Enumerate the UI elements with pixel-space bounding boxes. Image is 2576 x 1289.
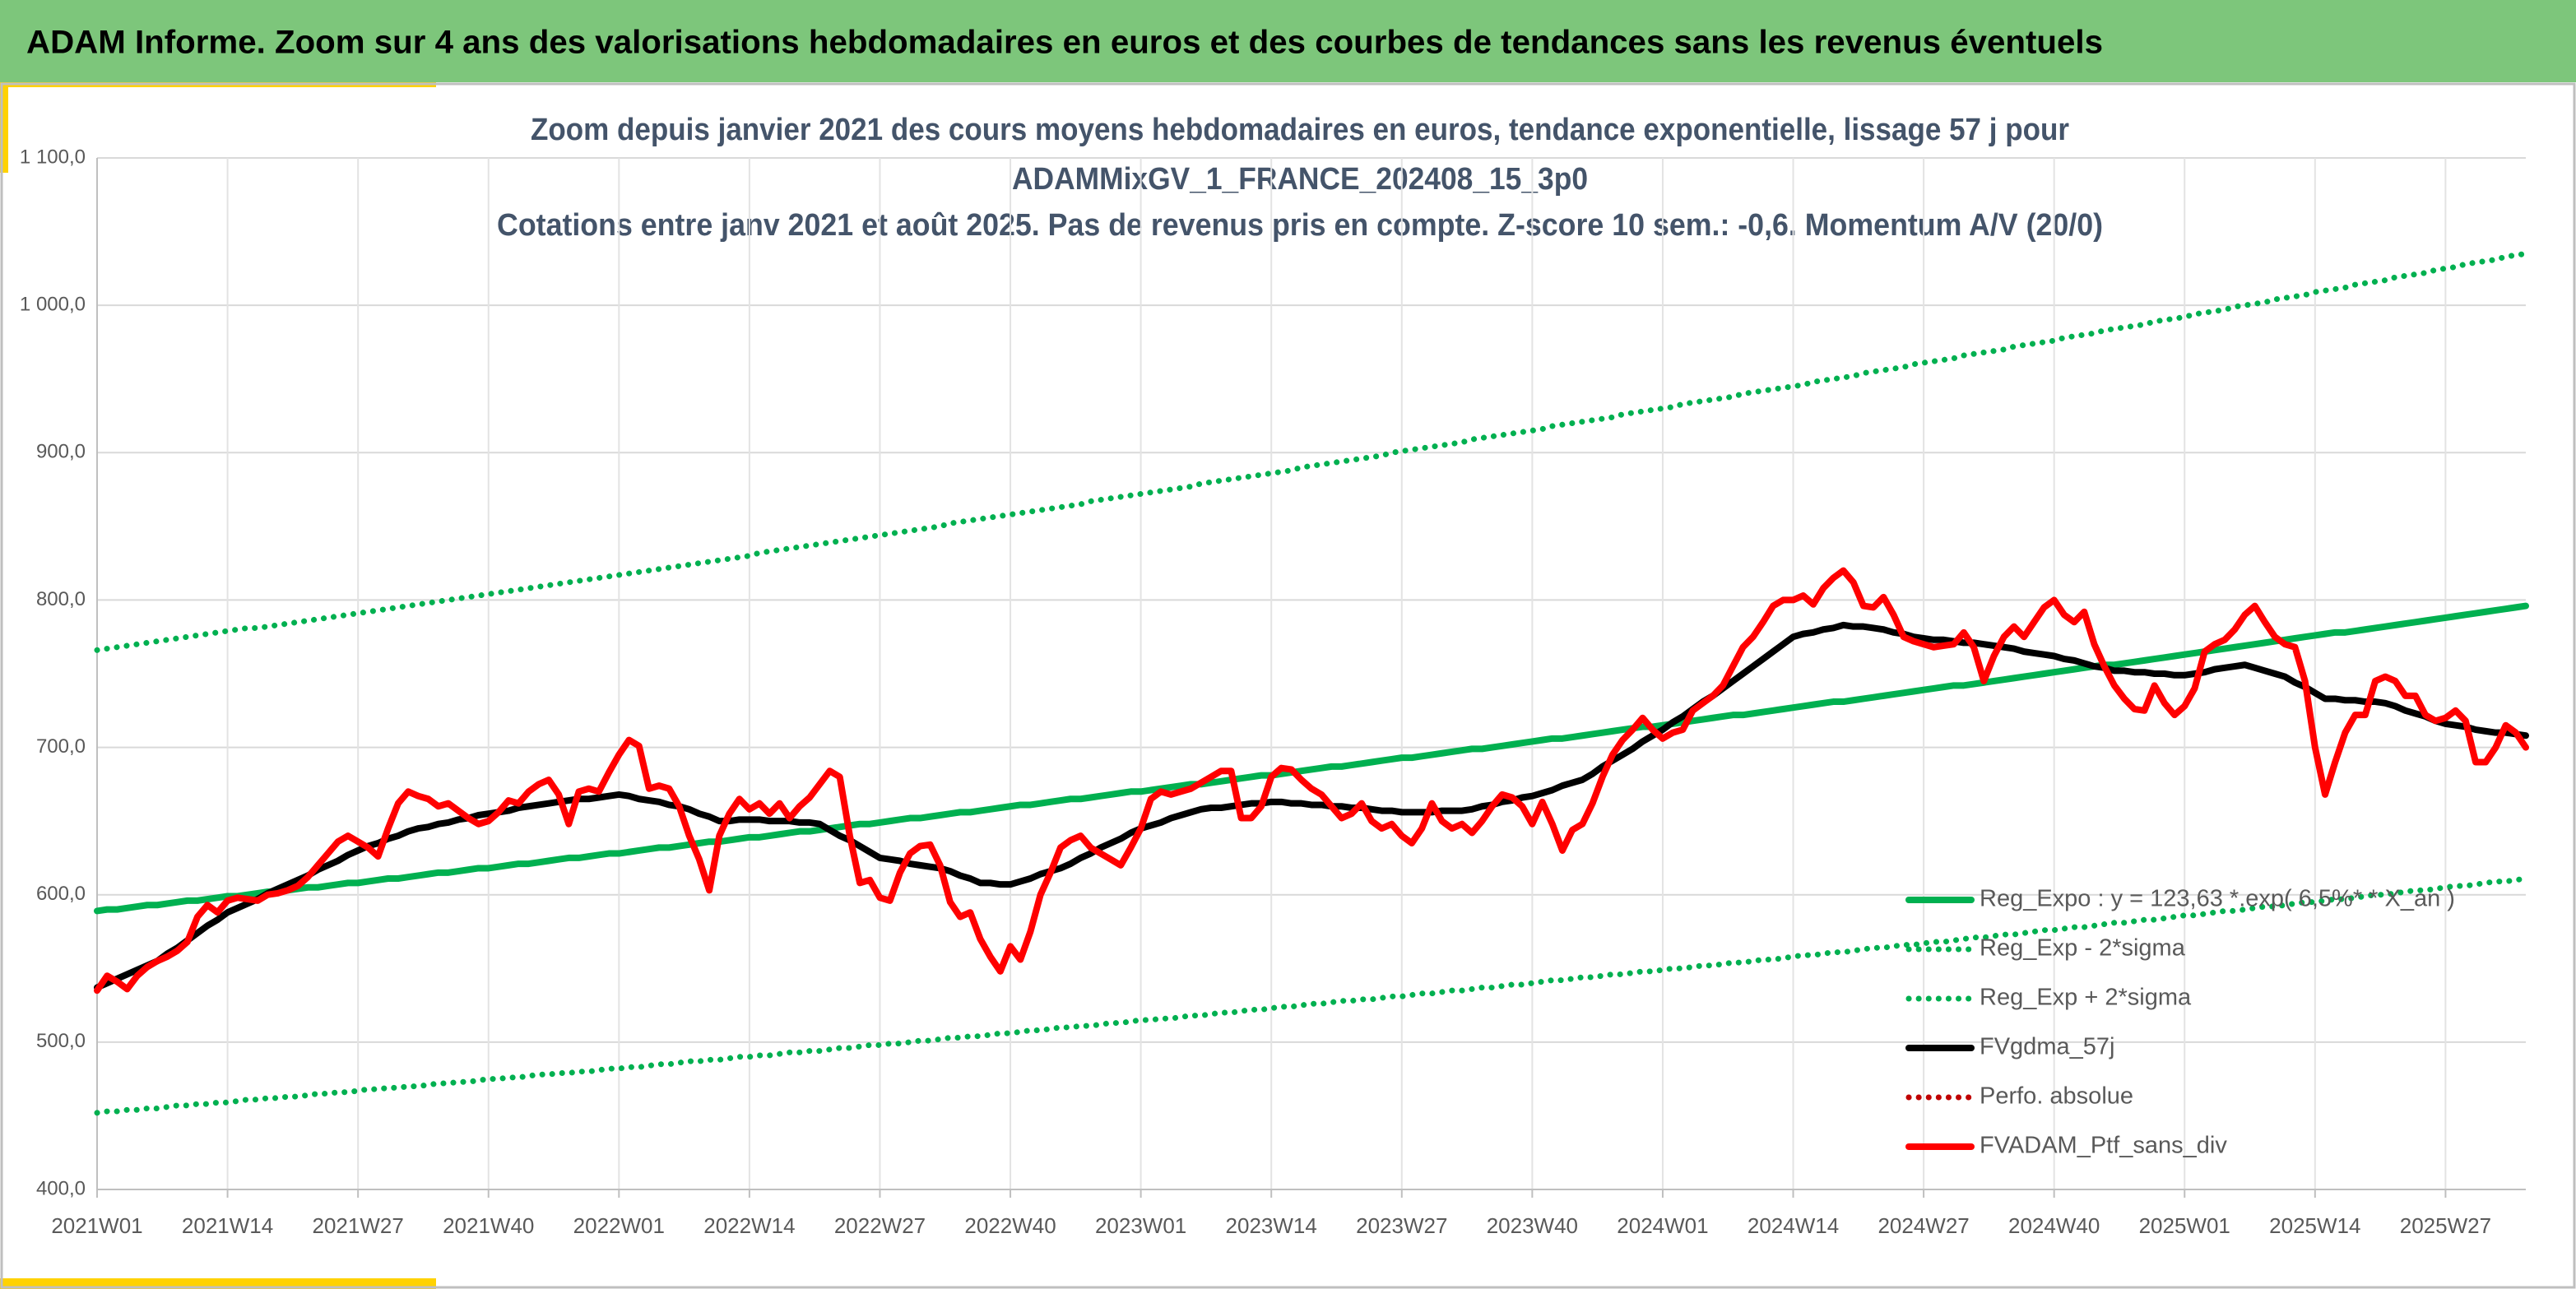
y-tick-label: 800,0 [36, 588, 86, 610]
legend-label: Perfo. absolue [1980, 1083, 2133, 1110]
x-tick-label: 2023W01 [1095, 1213, 1186, 1238]
y-tick-label: 700,0 [36, 735, 86, 758]
legend-label: FVgdma_57j [1980, 1034, 2114, 1060]
x-tick-label: 2025W14 [2269, 1213, 2360, 1238]
x-tick-label: 2024W27 [1877, 1213, 1969, 1238]
series-line [94, 875, 2529, 1116]
y-tick-label: 900,0 [36, 441, 86, 463]
legend-label: Reg_Exp - 2*sigma [1980, 935, 2186, 962]
x-tick-label: 2024W01 [1617, 1213, 1708, 1238]
banner-title: ADAM Informe. Zoom sur 4 ans des valoris… [26, 25, 2103, 61]
series-line [94, 567, 2529, 995]
chart-title: Zoom depuis janvier 2021 des cours moyen… [531, 113, 2069, 147]
chart-title: ADAMMixGV_1_FRANCE_202408_15_3p0 [1012, 162, 1588, 197]
y-tick-label: 600,0 [36, 883, 86, 905]
x-tick-label: 2022W14 [703, 1213, 795, 1238]
x-tick-label: 2022W01 [573, 1213, 665, 1238]
legend-label: FVADAM_Ptf_sans_div [1980, 1133, 2227, 1159]
x-tick-label: 2021W40 [443, 1213, 534, 1238]
x-tick-label: 2022W40 [964, 1213, 1056, 1238]
legend-label: Reg_Expo : y = 123,63 *.exp( 6,5%* * X_a… [1980, 886, 2455, 912]
series-line [94, 602, 2529, 915]
legend-label: Reg_Exp + 2*sigma [1980, 985, 2192, 1011]
x-tick-label: 2021W27 [313, 1213, 404, 1238]
x-tick-label: 2024W40 [2008, 1213, 2100, 1238]
y-tick-label: 1 000,0 [20, 293, 86, 315]
x-tick-label: 2021W14 [182, 1213, 273, 1238]
x-tick-label: 2023W40 [1487, 1213, 1578, 1238]
banner [0, 0, 2576, 82]
x-tick-label: 2024W14 [1748, 1213, 1839, 1238]
series-line [94, 250, 2529, 653]
x-tick-label: 2025W01 [2139, 1213, 2230, 1238]
x-tick-label: 2022W27 [834, 1213, 926, 1238]
y-tick-label: 1 100,0 [20, 146, 86, 168]
y-tick-label: 400,0 [36, 1177, 86, 1199]
x-tick-label: 2023W27 [1356, 1213, 1447, 1238]
accent-left [0, 82, 8, 173]
x-tick-label: 2025W27 [2400, 1213, 2491, 1238]
y-tick-label: 500,0 [36, 1030, 86, 1052]
x-tick-label: 2023W14 [1226, 1213, 1317, 1238]
plot: Zoom depuis janvier 2021 des cours moyen… [20, 113, 2529, 1238]
x-tick-label: 2021W01 [51, 1213, 142, 1238]
chart-title: Cotations entre janv 2021 et août 2025. … [497, 208, 2103, 243]
chart-frame [0, 82, 2576, 1289]
